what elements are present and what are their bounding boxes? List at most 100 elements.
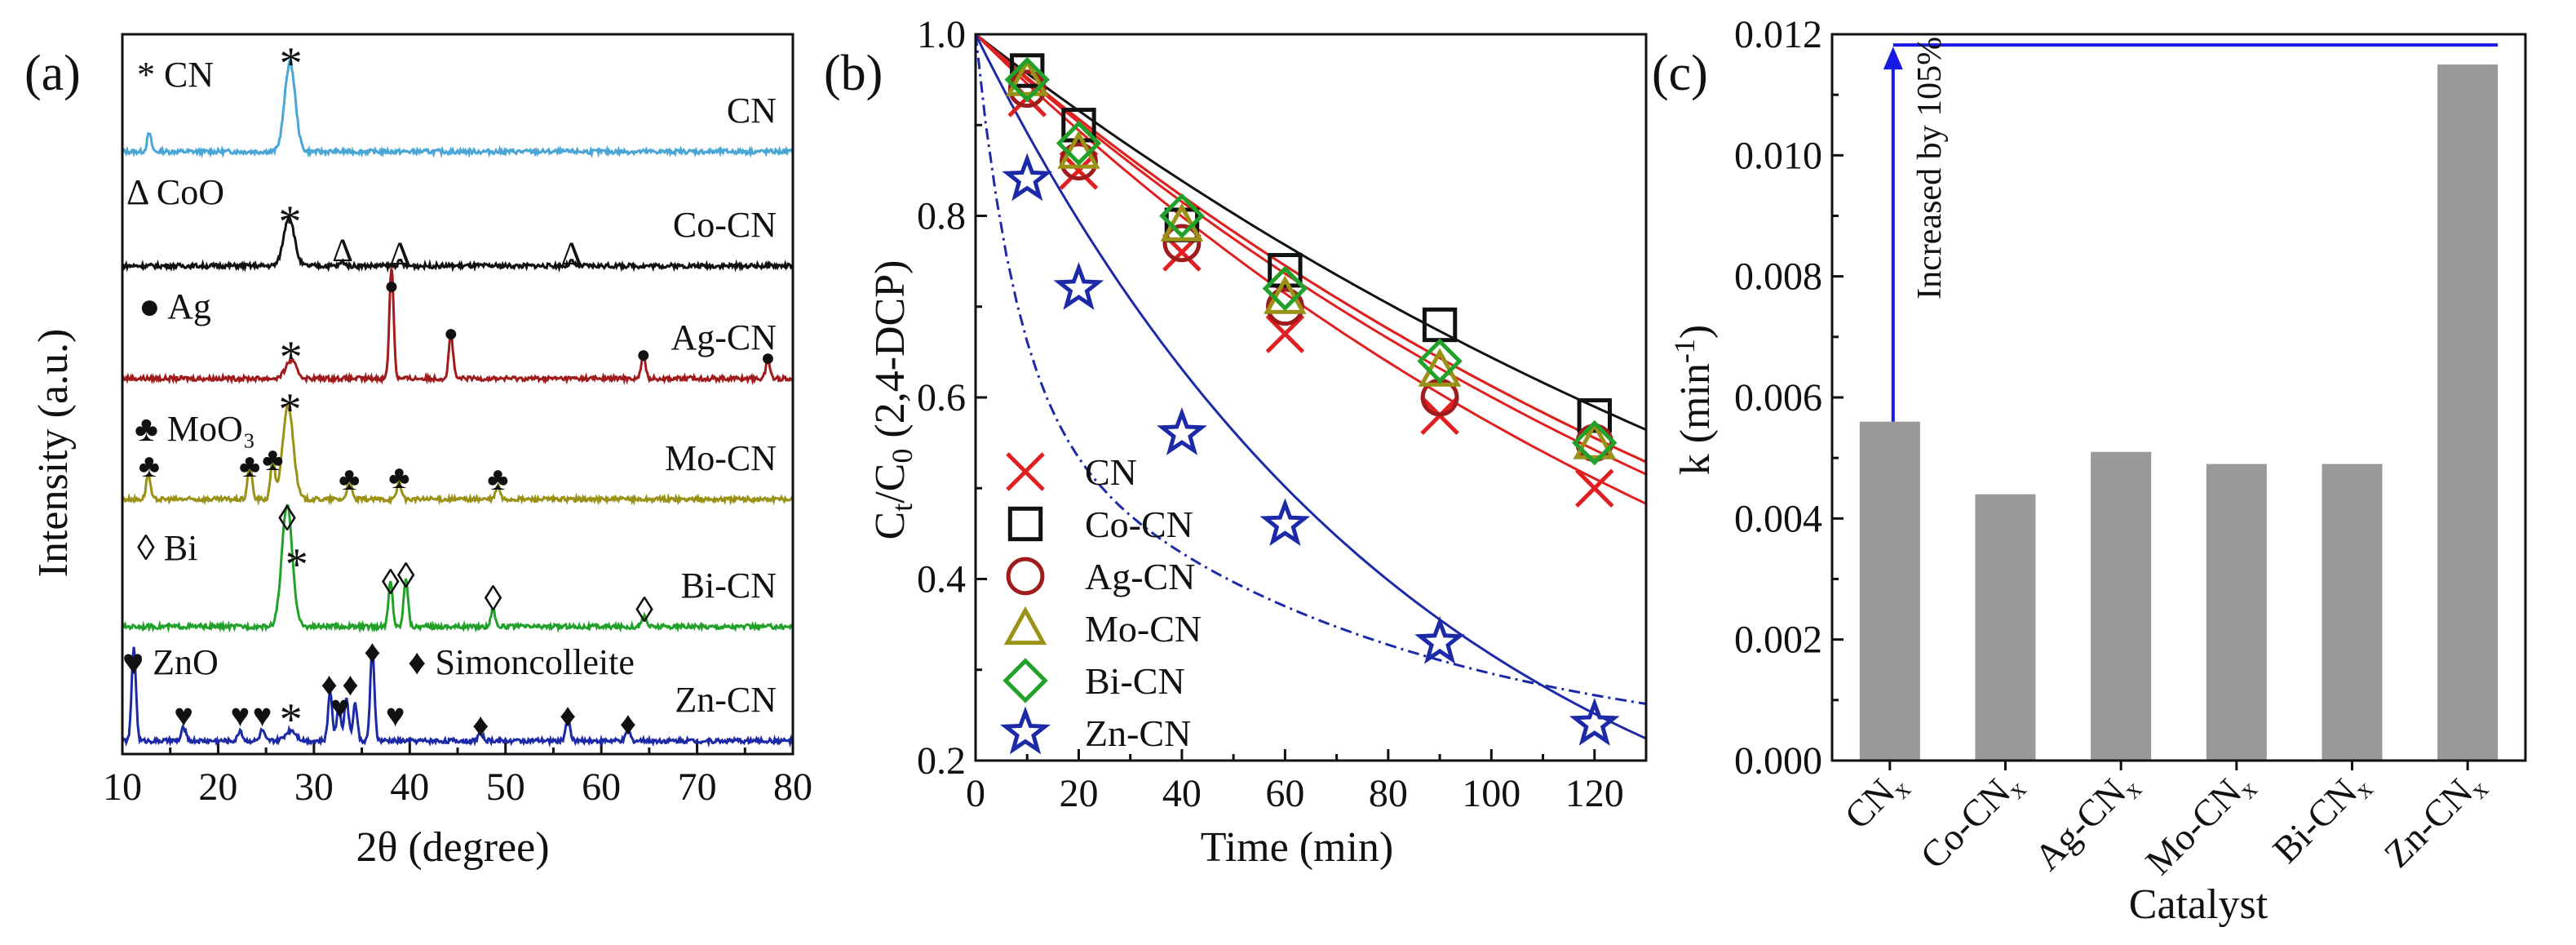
panel-a-pattern-ag-cn	[121, 268, 794, 386]
panel-c-category-label: Zn-CNx	[2376, 761, 2494, 879]
panel-a-pattern-zn-cn	[121, 646, 794, 748]
panel-a-series-label: Ag-CN	[671, 317, 777, 357]
panel-a-peak-marker: ◊	[382, 562, 400, 602]
data-point-star	[1000, 706, 1051, 755]
panel-b-legend-label: Ag-CN	[1085, 556, 1195, 597]
panel-a-peak-marker: ♦	[560, 697, 576, 734]
data-point-triangle	[1264, 275, 1307, 314]
panel-b-fit-line	[975, 33, 1647, 464]
panel-a-x-tick-label: 80	[773, 765, 812, 809]
data-point-cross	[1575, 468, 1614, 508]
panel-c-y-tick-label: 0.002	[1734, 619, 1822, 662]
panel-a-x-axis-label: 2θ (degree)	[356, 824, 549, 871]
data-point-star	[1414, 615, 1465, 664]
panel-c-y-axis-label: k (min-1)	[1668, 325, 1719, 476]
panel-c-y-tick-label: 0.004	[1734, 497, 1822, 540]
data-point-triangle	[1160, 202, 1204, 242]
panel-b-legend-label: Mo-CN	[1085, 608, 1202, 650]
panel-a-peak-marker: ◊	[485, 579, 502, 619]
data-point-diamond	[1262, 265, 1308, 312]
panel-b-fit-line	[975, 33, 1647, 431]
panel-b-x-tick-label: 20	[1059, 772, 1098, 815]
data-point-diamond	[1572, 419, 1618, 466]
panel-b-legend-label: Zn-CN	[1085, 712, 1191, 754]
data-point-triangle	[1057, 130, 1100, 169]
panel-a-peak-marker: *	[279, 197, 302, 247]
panel-a-peak-marker: ♦	[620, 705, 636, 742]
panel-c-bar	[2437, 64, 2499, 761]
panel-b-fit-line	[974, 33, 1647, 740]
panel-a-peak-marker: ♦	[472, 707, 489, 743]
panel-a-peak-marker: ♥	[231, 697, 250, 734]
panel-a-series-label: Mo-CN	[665, 438, 777, 478]
panel-a-peak-marker: ♣	[139, 447, 160, 484]
panel-a-peak-marker: ♣	[487, 460, 508, 497]
panel-a-x-tick-label: 60	[582, 765, 621, 809]
data-point-triangle	[1418, 348, 1462, 387]
panel-c-annotation: Increased by 105%	[1883, 37, 2499, 422]
panel-a-peak-marker: *	[280, 332, 303, 383]
panel-b-fit-line	[974, 33, 1647, 505]
panel-a-peak-marker: ♥	[174, 697, 193, 734]
panel-a-series-label: CN	[727, 91, 777, 131]
data-point-square	[1010, 53, 1045, 88]
panel-a-label: (a)	[24, 46, 81, 101]
panel-b-x-tick-label: 100	[1462, 772, 1520, 815]
cross-stroke	[1006, 452, 1045, 491]
panel-c-bar	[2321, 464, 2383, 761]
annotation-arrowhead-icon	[1883, 47, 1903, 70]
panel-a-peak-marker: Δ	[390, 235, 411, 272]
data-point-square	[1268, 253, 1303, 288]
panel-c-category-label: Bi-CNx	[2264, 761, 2378, 875]
panel-a-peak-marker: ♦	[342, 666, 358, 703]
panel-b-x-tick-label: 60	[1265, 772, 1304, 815]
data-point-cross	[1265, 314, 1305, 353]
cross-stroke	[1575, 468, 1614, 508]
panel-a-x-ticks: 10 20 30 40 50 60 70 80	[103, 743, 812, 809]
panel-a-peak-marker: ♥	[386, 697, 405, 734]
panel-a-pattern-bi-cn	[121, 504, 794, 634]
panel-c-bar	[2206, 464, 2267, 761]
panel-a-peak-marker: ●	[760, 344, 775, 371]
panel-a-patterns: CN Co-CN Ag-CN Mo-CN Bi-CN Zn-CN	[121, 58, 794, 748]
data-point-square	[1007, 506, 1043, 542]
data-point-triangle	[1573, 420, 1617, 459]
data-point-circle	[1006, 557, 1045, 596]
panel-c-y-tick-label: 0.000	[1734, 739, 1822, 783]
panel-a-legend-entry: ♣ MoO₃	[135, 409, 255, 449]
panel-a-x-tick-label: 20	[198, 765, 237, 809]
panel-b-y-tick-label: 0.4	[917, 558, 966, 601]
panel-a-pattern-mo-cn	[121, 401, 794, 507]
panel-b-zn-dashdot-line	[974, 33, 1647, 705]
panel-b-x-tick-label: 0	[966, 772, 985, 815]
panel-a-peak-marker: ♥	[253, 697, 272, 734]
panel-b-y-axis-label: Ct/C0 (2,4-DCP)	[867, 260, 918, 540]
data-point-diamond	[1056, 120, 1102, 166]
panel-a-peak-marker: ♣	[388, 459, 409, 495]
panel-a-peak-marker: ♣	[239, 447, 260, 484]
data-point-cross	[1006, 452, 1045, 491]
panel-a-peak-marker: Δ	[561, 235, 582, 272]
panel-a-peak-marker: ◊	[278, 499, 296, 539]
panel-c-y-tick-label: 0.012	[1734, 13, 1822, 56]
panel-a-peak-marker: ♦	[321, 666, 337, 703]
panel-a-x-tick-label: 40	[390, 765, 429, 809]
data-point-diamond	[1004, 56, 1050, 103]
panel-b-x-tick-label: 120	[1565, 772, 1624, 815]
panel-b-x-axis-label: Time (min)	[1201, 824, 1393, 871]
panel-a-x-tick-label: 30	[294, 765, 334, 809]
panel-c-y-tick-label: 0.006	[1734, 376, 1822, 419]
panel-c-label: (c)	[1652, 46, 1708, 101]
category-base: Ag-CN	[2026, 770, 2134, 878]
panel-c-x-axis-label: Catalyst	[2129, 881, 2268, 928]
panel-c-y-tick-label: 0.008	[1734, 255, 1822, 299]
panel-c-bars	[1859, 64, 2499, 761]
panel-b-fit-line	[975, 33, 1647, 464]
panel-a-peak-marker: ♣	[262, 441, 283, 477]
panel-c-bar	[1859, 421, 1920, 761]
panel-a-legend-entry: ♦ Simoncolleite	[408, 642, 635, 682]
panel-a-series-label: Bi-CN	[681, 566, 777, 606]
panel-a-peak-marker: ◊	[635, 590, 653, 630]
data-point-square	[1577, 398, 1612, 433]
